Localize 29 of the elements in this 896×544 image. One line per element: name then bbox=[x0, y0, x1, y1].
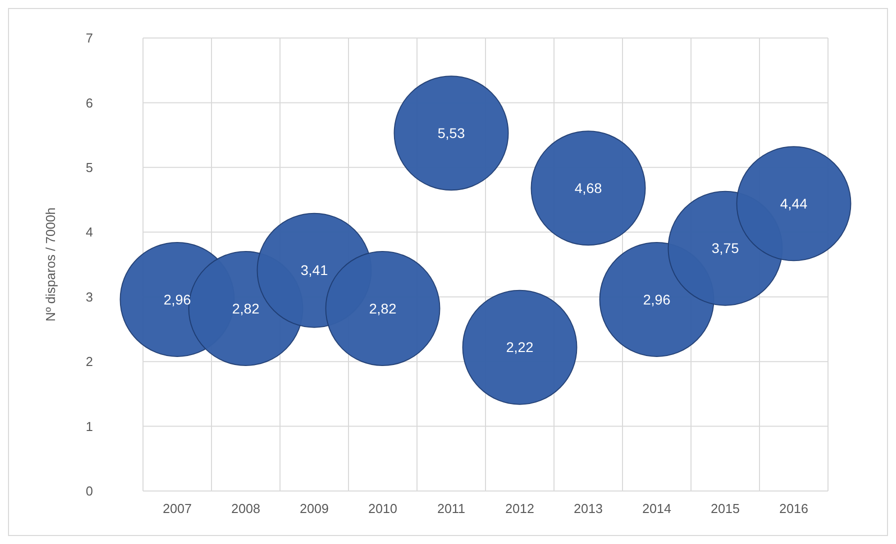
y-tick-label: 3 bbox=[86, 289, 93, 304]
data-label: 4,44 bbox=[780, 196, 808, 212]
y-tick-label: 5 bbox=[86, 160, 93, 175]
x-tick-label: 2007 bbox=[162, 501, 192, 516]
data-label: 2,22 bbox=[506, 339, 534, 356]
x-tick-label: 2011 bbox=[437, 501, 466, 516]
y-axis-title: Nº disparos / 7000h bbox=[43, 208, 58, 322]
y-tick-label: 1 bbox=[86, 418, 93, 434]
y-tick-label: 7 bbox=[86, 30, 93, 46]
x-tick-label: 2012 bbox=[505, 501, 534, 516]
data-label: 3,75 bbox=[712, 240, 740, 256]
x-tick-label: 2015 bbox=[710, 501, 740, 516]
x-tick-label: 2008 bbox=[231, 501, 260, 516]
data-label: 2,82 bbox=[369, 300, 397, 316]
data-label: 2,82 bbox=[232, 300, 260, 316]
x-tick-label: 2014 bbox=[642, 501, 672, 516]
data-label: 4,68 bbox=[574, 180, 602, 196]
x-tick-label: 2010 bbox=[368, 501, 398, 516]
data-label: 2,96 bbox=[643, 291, 671, 308]
x-tick-label: 2009 bbox=[300, 501, 329, 516]
x-tick-label: 2016 bbox=[779, 501, 808, 516]
y-tick-label: 6 bbox=[86, 95, 93, 110]
y-tick-label: 0 bbox=[86, 484, 93, 499]
y-tick-label: 4 bbox=[86, 224, 93, 240]
data-label: 3,41 bbox=[300, 262, 328, 278]
data-label: 2,96 bbox=[164, 291, 192, 308]
data-label: 5,53 bbox=[438, 125, 466, 142]
y-tick-label: 2 bbox=[86, 354, 93, 370]
x-tick-label: 2013 bbox=[574, 501, 603, 516]
